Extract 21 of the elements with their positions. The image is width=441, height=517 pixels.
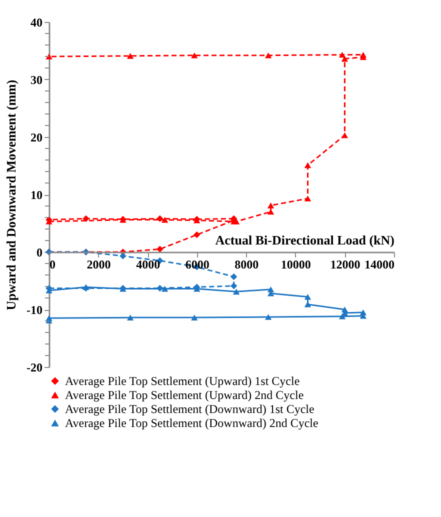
y-tick-label: 40: [30, 16, 42, 30]
x-tick-label: 6000: [185, 258, 210, 272]
x-tick-label: 4000: [136, 258, 160, 272]
x-tick-label: 12000: [330, 258, 360, 272]
x-tick-label: 8000: [234, 258, 259, 272]
x-tick-label: 10000: [280, 258, 311, 272]
y-axis-title: Upward and Downward Movement (mm): [4, 80, 19, 310]
x-tick-label: 0: [50, 258, 56, 272]
y-tick-label: -20: [26, 360, 42, 374]
legend-label: Average Pile Top Settlement (Upward) 1st Cycle: [65, 374, 300, 388]
y-tick-label: 10: [30, 188, 42, 202]
x-tick-label: 2000: [86, 258, 111, 272]
y-tick-label: 0: [36, 246, 42, 260]
x-axis-title: Actual Bi-Directional Load (kN): [215, 232, 394, 248]
legend-label: Average Pile Top Settlement (Downward) 1st Cycle: [65, 402, 314, 416]
y-tick-label: -10: [26, 303, 42, 317]
y-tick-label: 20: [30, 130, 42, 144]
y-tick-label: 30: [30, 73, 42, 87]
x-tick-label: 14000: [364, 258, 394, 272]
legend-label: Average Pile Top Settlement (Downward) 2nd Cycle: [65, 416, 318, 430]
legend-label: Average Pile Top Settlement (Upward) 2nd Cycle: [65, 388, 304, 402]
